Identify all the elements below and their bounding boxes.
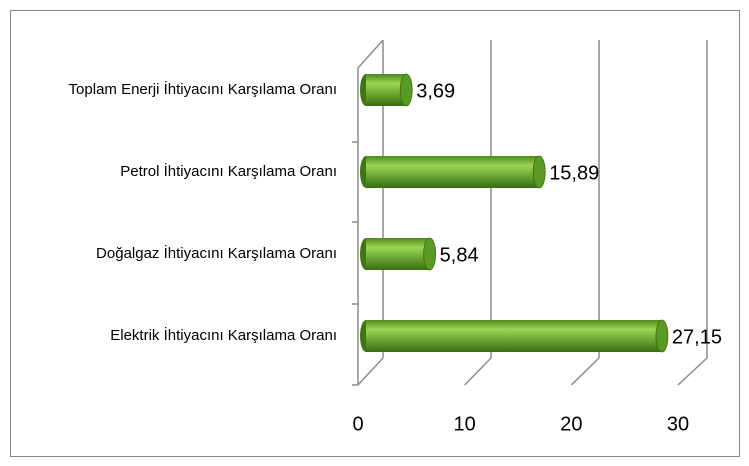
value-label: 15,89: [549, 162, 599, 184]
value-label: 27,15: [672, 326, 722, 348]
grid-line: [357, 357, 384, 386]
x-tick-label: 0: [352, 413, 363, 435]
value-label: 5,84: [440, 244, 479, 266]
bar: [366, 320, 662, 352]
bar-cap: [532, 155, 546, 189]
bar-cap: [655, 319, 669, 353]
left-wall: [357, 39, 384, 69]
value-label: 3,69: [416, 80, 455, 102]
bar: [366, 74, 407, 106]
category-label: Elektrik İhtiyacını Karşılama Oranı: [110, 327, 337, 344]
grid-line: [570, 357, 600, 386]
bar: [366, 156, 540, 188]
bar-cap: [423, 237, 437, 271]
bar-cap: [399, 73, 413, 107]
grid-line: [677, 357, 708, 386]
x-tick-label: 10: [454, 413, 476, 435]
category-label: Doğalgaz İhtiyacını Karşılama Oranı: [96, 245, 337, 262]
x-tick-label: 20: [560, 413, 582, 435]
x-tick-label: 30: [667, 413, 689, 435]
category-label: Petrol İhtiyacını Karşılama Oranı: [120, 163, 337, 180]
bar: [366, 238, 430, 270]
category-label: Toplam Enerji İhtiyacını Karşılama Oranı: [68, 81, 337, 98]
grid-line: [464, 357, 492, 386]
